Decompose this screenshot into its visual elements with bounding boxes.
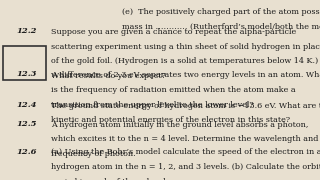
Text: The ground state energy of hydrogen atom is −13.6 eV. What are the: The ground state energy of hydrogen atom…	[51, 102, 320, 110]
Text: scattering experiment using a thin sheet of solid hydrogen in place: scattering experiment using a thin sheet…	[51, 43, 320, 51]
Text: (a) Using the Bohr’s model calculate the speed of the electron in a: (a) Using the Bohr’s model calculate the…	[51, 148, 320, 156]
Text: 12.2: 12.2	[16, 27, 36, 35]
Text: 12.6: 12.6	[16, 148, 36, 156]
Text: Suppose you are given a chance to repeat the alpha-particle: Suppose you are given a chance to repeat…	[51, 28, 296, 36]
Text: A hydrogen atom initially in the ground level absorbs a photon,: A hydrogen atom initially in the ground …	[51, 121, 308, 129]
Text: hydrogen atom in the n = 1, 2, and 3 levels. (b) Calculate the orbital: hydrogen atom in the n = 1, 2, and 3 lev…	[51, 163, 320, 171]
Text: of the gold foil. (Hydrogen is a solid at temperatures below 14 K.): of the gold foil. (Hydrogen is a solid a…	[51, 57, 318, 65]
Text: mass in ………… (Rutherford’s model/both the models.): mass in ………… (Rutherford’s model/both th…	[122, 23, 320, 31]
Text: (e)  The positively charged part of the atom possesses most of the: (e) The positively charged part of the a…	[122, 8, 320, 16]
Bar	[3, 46, 46, 80]
Text: period in each of these levels.: period in each of these levels.	[51, 178, 172, 180]
Text: 12.5: 12.5	[16, 120, 36, 128]
Text: 12.4: 12.4	[16, 101, 36, 109]
Text: A difference of 2.3 eV separates two energy levels in an atom. What: A difference of 2.3 eV separates two ene…	[51, 71, 320, 79]
Text: which excites it to the n = 4 level. Determine the wavelength and: which excites it to the n = 4 level. Det…	[51, 135, 319, 143]
Text: What results do you expect?: What results do you expect?	[51, 72, 166, 80]
Text: 12.3: 12.3	[16, 70, 36, 78]
Text: frequency of photon.: frequency of photon.	[51, 150, 136, 158]
Text: is the frequency of radiation emitted when the atom make a: is the frequency of radiation emitted wh…	[51, 86, 296, 94]
Text: transition from the upper level to the lower level?: transition from the upper level to the l…	[51, 101, 254, 109]
Text: kinetic and potential energies of the electron in this state?: kinetic and potential energies of the el…	[51, 116, 290, 124]
